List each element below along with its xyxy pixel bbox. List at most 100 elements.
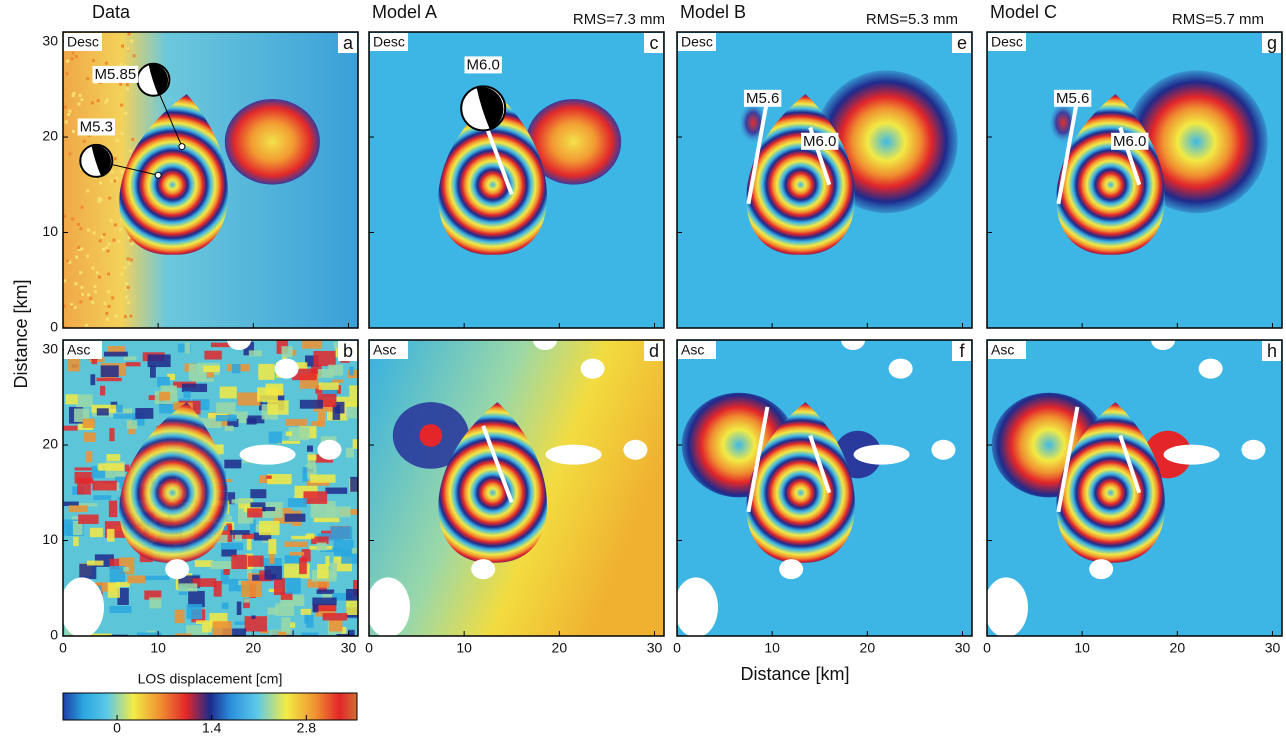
noise-patch (188, 363, 207, 381)
annotation-label: M5.3 (80, 118, 113, 135)
noise-patch (313, 517, 340, 523)
letter-box (338, 341, 357, 361)
noise-patch (108, 345, 125, 356)
noise-patch (284, 555, 300, 568)
noise-patch (120, 103, 124, 107)
noise-patch (240, 580, 262, 598)
noise-patch (64, 120, 68, 124)
noise-patch (273, 578, 285, 596)
noise-patch (311, 536, 329, 544)
noise-patch (71, 51, 75, 55)
noise-patch (80, 205, 84, 209)
noise-patch (158, 391, 171, 401)
noise-patch (312, 597, 337, 606)
noise-patch (306, 445, 313, 452)
y-axis-label: Distance [km] (11, 279, 31, 388)
noise-patch (178, 398, 191, 403)
noise-patch (68, 109, 72, 113)
noise-patch (108, 500, 118, 518)
noise-patch (284, 513, 306, 522)
noise-patch (268, 431, 283, 444)
noise-patch (159, 401, 177, 414)
noise-patch (100, 385, 106, 396)
noise-patch (231, 499, 252, 504)
noise-patch (90, 374, 96, 386)
noise-patch (144, 590, 162, 600)
letter-box (338, 33, 357, 53)
x-tick-label: 0 (365, 640, 373, 656)
noise-patch (231, 363, 241, 374)
column-title: Model A (372, 2, 437, 22)
noise-patch (70, 303, 74, 307)
mask-area (369, 577, 411, 636)
noise-patch (115, 404, 123, 413)
noise-patch (206, 372, 215, 378)
x-tick-label: 30 (955, 640, 971, 656)
noise-patch (90, 633, 112, 636)
noise-patch (109, 605, 132, 614)
noise-patch (287, 498, 307, 508)
noise-patch (91, 300, 95, 304)
noise-patch (127, 575, 146, 584)
noise-patch (93, 495, 112, 500)
noise-patch (289, 622, 296, 628)
fringe-pattern (746, 402, 856, 563)
noise-patch (77, 247, 81, 251)
x-tick-label: 10 (150, 640, 166, 656)
x-tick-label: 20 (552, 640, 568, 656)
panel-letter: d (649, 341, 659, 361)
noise-patch (160, 385, 177, 395)
noise-patch (79, 227, 83, 231)
tag-box (64, 341, 102, 359)
noise-patch (289, 349, 297, 356)
noise-patch (262, 507, 276, 512)
fault (746, 406, 770, 513)
annotation-label: M6.0 (803, 133, 836, 150)
noise-patch (87, 228, 91, 232)
noise-patch (84, 323, 88, 327)
panel-frame (986, 339, 1283, 637)
noise-patch (220, 569, 229, 585)
noise-patch (149, 597, 162, 609)
noise-patch (110, 170, 114, 174)
fringe-pattern (119, 94, 229, 255)
noise-patch (269, 549, 275, 564)
noise-patch (119, 227, 123, 231)
noise-patch (130, 242, 134, 246)
panel-tag: Asc (681, 342, 704, 358)
noise-patch (105, 246, 109, 250)
fault (481, 425, 514, 504)
noise-patch (183, 391, 191, 399)
noise-patch (301, 632, 319, 636)
noise-patch (73, 305, 77, 309)
noise-patch (79, 563, 97, 580)
noise-patch (250, 519, 256, 536)
panel-tag: Desc (681, 34, 713, 50)
noise-patch (264, 565, 282, 580)
noise-patch (267, 607, 279, 615)
noise-patch (275, 603, 295, 616)
noise-patch (104, 351, 128, 357)
fault (1056, 406, 1080, 513)
noise-patch (79, 271, 83, 275)
noise-patch (113, 157, 117, 161)
noise-patch (82, 418, 95, 428)
letter-box (1262, 33, 1281, 53)
noise-patch (100, 365, 119, 378)
noise-patch (71, 217, 75, 221)
x-tick-label: 0 (983, 640, 991, 656)
panel-frame (986, 31, 1283, 329)
panel-letter: b (343, 341, 353, 361)
mask-area (1089, 559, 1114, 580)
noise-patch (238, 498, 253, 510)
annotation-box (464, 56, 502, 74)
tag-box (370, 341, 408, 359)
noise-patch (126, 257, 130, 261)
noise-patch (131, 137, 135, 141)
noise-patch (334, 401, 345, 414)
noise-patch (127, 32, 131, 36)
noise-patch (70, 57, 74, 61)
noise-patch (86, 293, 90, 297)
noise-patch (102, 233, 106, 237)
noise-patch (292, 368, 317, 381)
